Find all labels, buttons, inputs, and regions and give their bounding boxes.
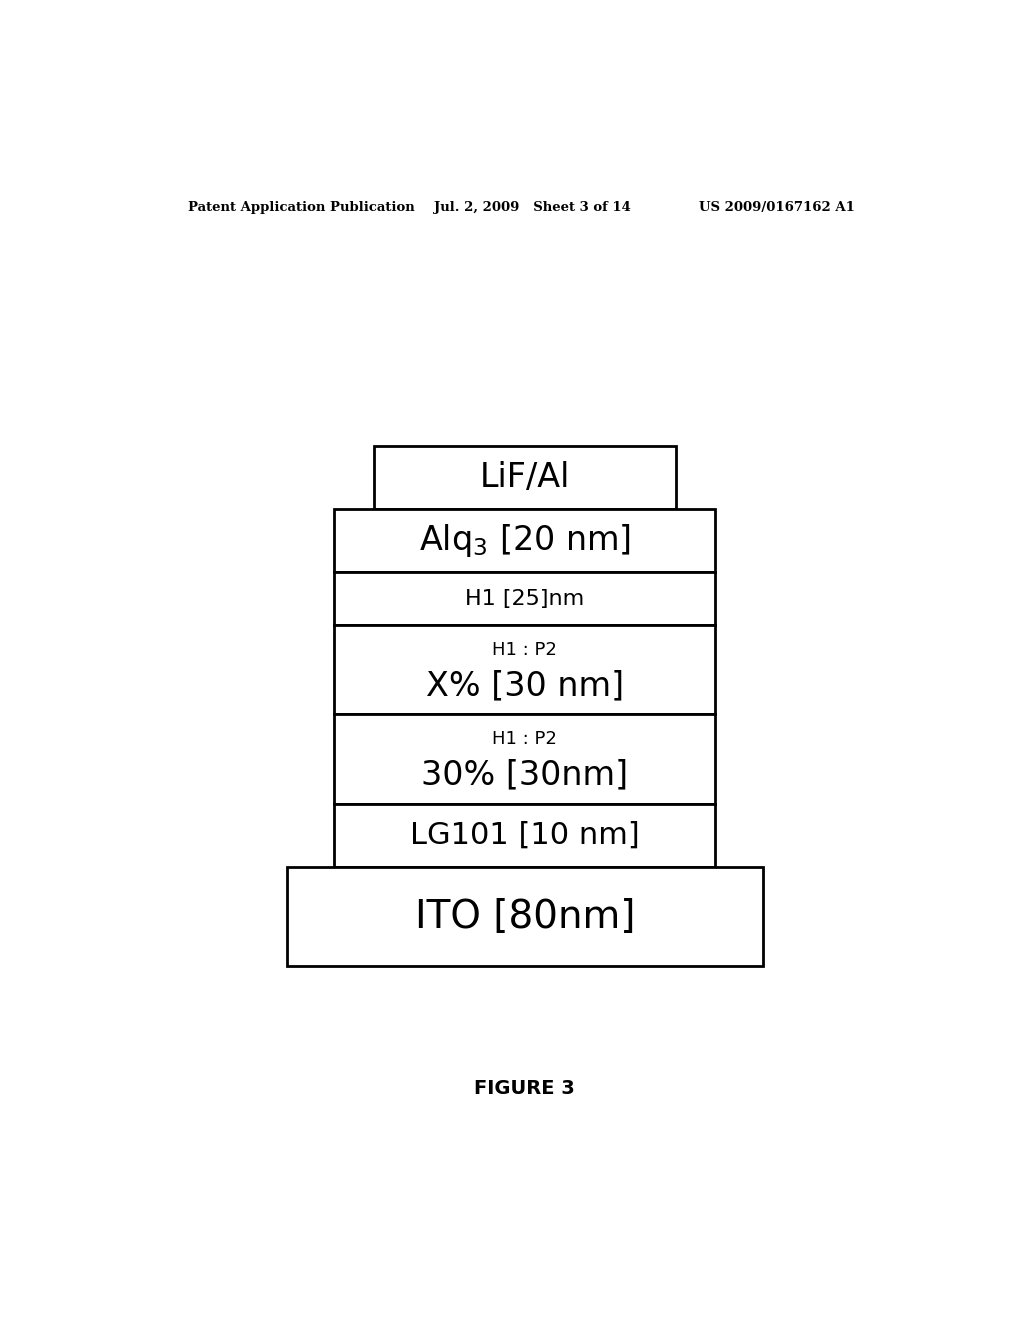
- Text: LiF/Al: LiF/Al: [479, 461, 570, 494]
- Bar: [334, 624, 715, 714]
- Text: Alq$_3$ [20 nm]: Alq$_3$ [20 nm]: [419, 523, 631, 560]
- Text: US 2009/0167162 A1: US 2009/0167162 A1: [699, 201, 855, 214]
- Bar: [334, 510, 715, 572]
- Text: H1 : P2: H1 : P2: [493, 642, 557, 659]
- Bar: [334, 804, 715, 867]
- Text: Patent Application Publication: Patent Application Publication: [187, 201, 415, 214]
- Text: H1 [25]nm: H1 [25]nm: [465, 589, 585, 609]
- Text: Jul. 2, 2009   Sheet 3 of 14: Jul. 2, 2009 Sheet 3 of 14: [433, 201, 631, 214]
- Bar: [334, 572, 715, 624]
- Text: 30% [30nm]: 30% [30nm]: [421, 759, 629, 792]
- Text: FIGURE 3: FIGURE 3: [474, 1078, 575, 1098]
- Text: H1 : P2: H1 : P2: [493, 730, 557, 748]
- Text: ITO [80nm]: ITO [80nm]: [415, 898, 635, 936]
- Text: X% [30 nm]: X% [30 nm]: [426, 669, 624, 702]
- Bar: [374, 446, 676, 510]
- Text: LG101 [10 nm]: LG101 [10 nm]: [410, 821, 640, 850]
- Bar: [334, 714, 715, 804]
- Bar: [287, 867, 763, 966]
